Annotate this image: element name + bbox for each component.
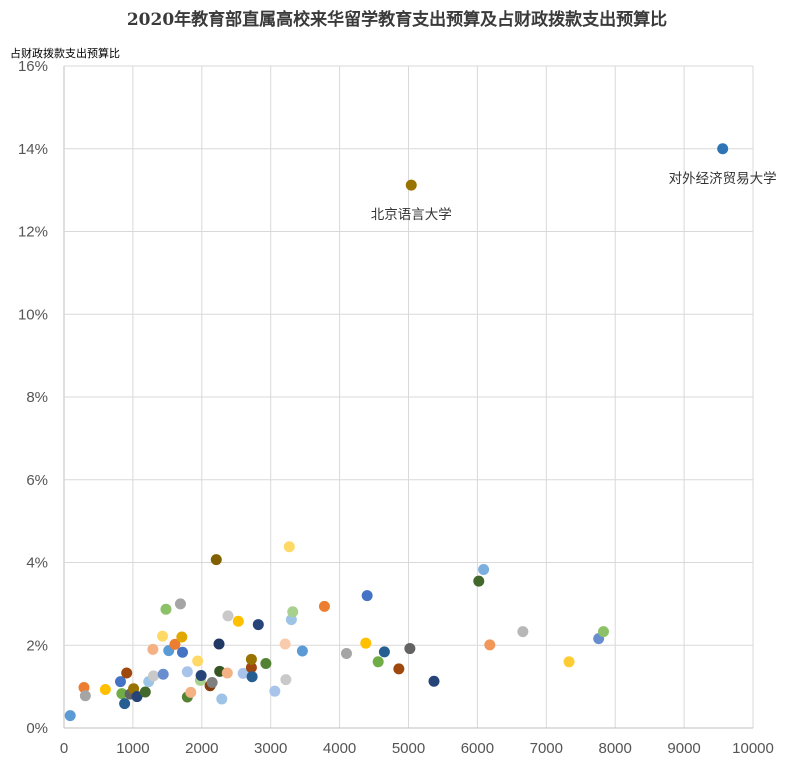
data-point xyxy=(119,698,131,710)
x-tick-label: 0 xyxy=(60,740,68,757)
point-annotations: 北京语言大学 对外经济贸易大学 xyxy=(371,171,777,223)
x-tick-label: 10000 xyxy=(732,740,774,757)
data-point xyxy=(99,684,111,696)
data-point xyxy=(64,710,76,722)
data-point xyxy=(157,630,169,642)
data-point xyxy=(260,657,272,669)
data-point xyxy=(428,675,440,687)
data-point xyxy=(296,645,308,657)
y-tick-label: 14% xyxy=(18,141,48,158)
data-point xyxy=(169,638,181,650)
data-point xyxy=(78,681,90,693)
x-tick-label: 7000 xyxy=(530,740,563,757)
x-tick-label: 9000 xyxy=(667,740,700,757)
gridlines xyxy=(63,65,754,729)
data-point xyxy=(206,676,218,688)
x-tick-label: 4000 xyxy=(323,740,356,757)
data-point xyxy=(237,667,249,679)
data-point xyxy=(517,626,529,638)
data-point xyxy=(404,643,416,655)
data-point xyxy=(192,655,204,667)
data-points xyxy=(64,143,729,722)
data-point xyxy=(79,690,91,702)
x-tick-label: 6000 xyxy=(461,740,494,757)
point-label: 北京语言大学 xyxy=(371,207,452,223)
data-point xyxy=(283,541,295,553)
data-point xyxy=(473,575,485,587)
data-point xyxy=(131,691,143,703)
y-tick-label: 10% xyxy=(18,306,48,323)
data-point xyxy=(563,656,575,668)
data-point xyxy=(484,639,496,651)
x-tick-label: 1000 xyxy=(116,740,149,757)
data-point xyxy=(232,615,244,627)
data-point xyxy=(157,668,169,680)
data-point xyxy=(287,606,299,618)
data-point xyxy=(160,603,172,615)
data-point xyxy=(116,688,128,700)
data-point xyxy=(221,667,233,679)
data-point xyxy=(195,669,207,681)
data-point xyxy=(361,590,373,602)
data-point xyxy=(318,600,330,612)
y-tick-label: 8% xyxy=(26,389,48,406)
data-point xyxy=(279,638,291,650)
x-tick-label: 5000 xyxy=(392,740,425,757)
data-point xyxy=(210,554,222,566)
x-tick-label: 3000 xyxy=(254,740,287,757)
data-point xyxy=(246,671,258,683)
data-point xyxy=(177,646,189,658)
y-tick-label: 0% xyxy=(26,720,48,737)
data-point xyxy=(181,666,193,678)
data-point xyxy=(245,653,257,665)
data-point xyxy=(393,663,405,675)
x-tick-label: 2000 xyxy=(185,740,218,757)
data-point xyxy=(121,667,133,679)
data-point xyxy=(717,143,729,155)
point-label: 对外经济贸易大学 xyxy=(669,171,777,187)
data-point xyxy=(148,670,160,682)
y-axis-label: 占财政拨款支出预算比 xyxy=(10,46,120,60)
data-point xyxy=(405,179,417,191)
data-point xyxy=(245,662,257,674)
data-point xyxy=(174,598,186,610)
data-point xyxy=(114,676,126,688)
y-tick-label: 6% xyxy=(26,472,48,489)
y-tick-label: 12% xyxy=(18,224,48,241)
data-point xyxy=(216,693,228,705)
chart-title: 2020年教育部直属高校来华留学教育支出预算及占财政拨款支出预算比 xyxy=(127,9,667,30)
data-point xyxy=(340,648,352,660)
data-point xyxy=(269,685,281,697)
data-point xyxy=(597,626,609,638)
data-point xyxy=(372,656,384,668)
x-tick-label: 8000 xyxy=(599,740,632,757)
data-point xyxy=(222,610,234,622)
data-point xyxy=(147,643,159,655)
data-point xyxy=(378,646,390,658)
data-point xyxy=(139,686,151,698)
data-point xyxy=(280,674,292,686)
data-point xyxy=(478,564,490,576)
y-tick-label: 4% xyxy=(26,555,48,572)
tick-labels: 0 1000 2000 3000 4000 5000 6000 7000 8000 9000 100… xyxy=(18,58,774,757)
data-point xyxy=(176,631,188,643)
y-tick-label: 2% xyxy=(26,637,48,654)
data-point xyxy=(213,638,225,650)
data-point xyxy=(252,619,264,631)
data-point xyxy=(185,686,197,698)
y-tick-label: 16% xyxy=(18,58,48,75)
data-point xyxy=(360,637,372,649)
